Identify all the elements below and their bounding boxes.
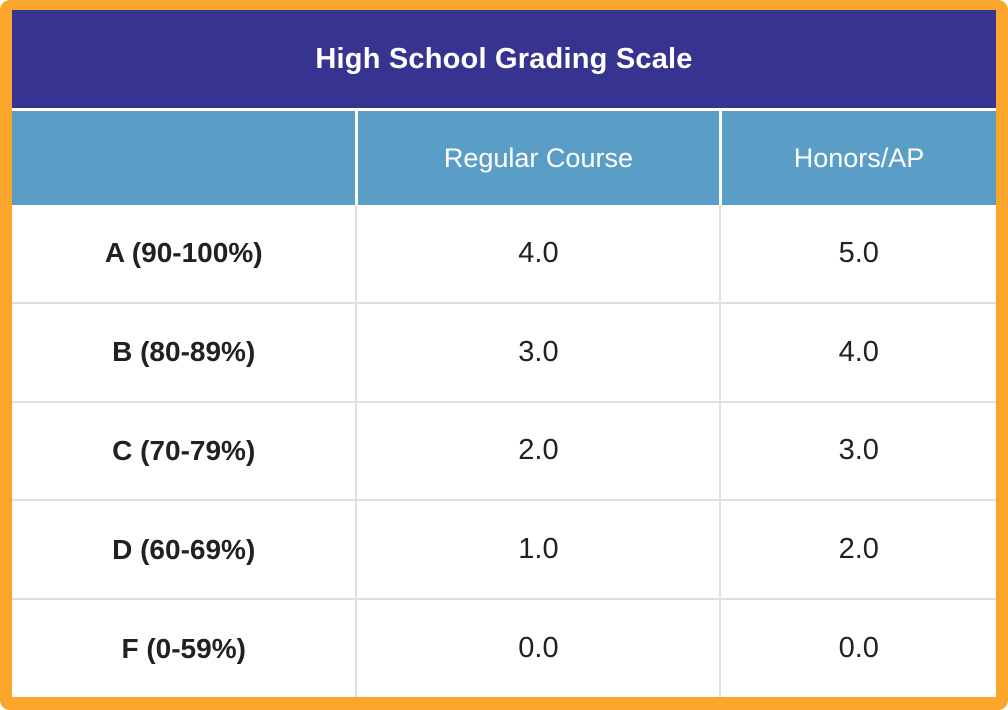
card-body: High School Grading Scale Regular Course… xyxy=(12,10,996,697)
regular-course-cell: 1.0 xyxy=(355,499,721,600)
table-row: B (80-89%) 3.0 4.0 xyxy=(12,301,996,402)
page-title: High School Grading Scale xyxy=(12,10,996,108)
table-row: C (70-79%) 2.0 3.0 xyxy=(12,400,996,501)
grade-label-cell: A (90-100%) xyxy=(12,205,357,303)
table-row: D (60-69%) 1.0 2.0 xyxy=(12,499,996,600)
honors-ap-cell: 0.0 xyxy=(719,598,996,697)
table-row: F (0-59%) 0.0 0.0 xyxy=(12,598,996,697)
grade-label-cell: F (0-59%) xyxy=(12,598,357,697)
honors-ap-cell: 3.0 xyxy=(719,400,996,501)
honors-ap-cell: 2.0 xyxy=(719,499,996,600)
regular-course-cell: 4.0 xyxy=(355,205,721,303)
table-row: A (90-100%) 4.0 5.0 xyxy=(12,205,996,303)
honors-ap-cell: 5.0 xyxy=(719,205,996,303)
honors-ap-cell: 4.0 xyxy=(719,301,996,402)
header-row: Regular Course Honors/AP xyxy=(12,111,996,205)
header-cell-honors-ap: Honors/AP xyxy=(718,111,996,205)
regular-course-cell: 2.0 xyxy=(355,400,721,501)
regular-course-cell: 0.0 xyxy=(355,598,721,697)
grade-label-cell: B (80-89%) xyxy=(12,301,357,402)
header-cell-regular-course: Regular Course xyxy=(354,111,721,205)
grading-table: Regular Course Honors/AP A (90-100%) 4.0… xyxy=(12,111,996,697)
grade-label-cell: C (70-79%) xyxy=(12,400,357,501)
header-cell-empty xyxy=(12,111,357,205)
regular-course-cell: 3.0 xyxy=(355,301,721,402)
grade-label-cell: D (60-69%) xyxy=(12,499,357,600)
